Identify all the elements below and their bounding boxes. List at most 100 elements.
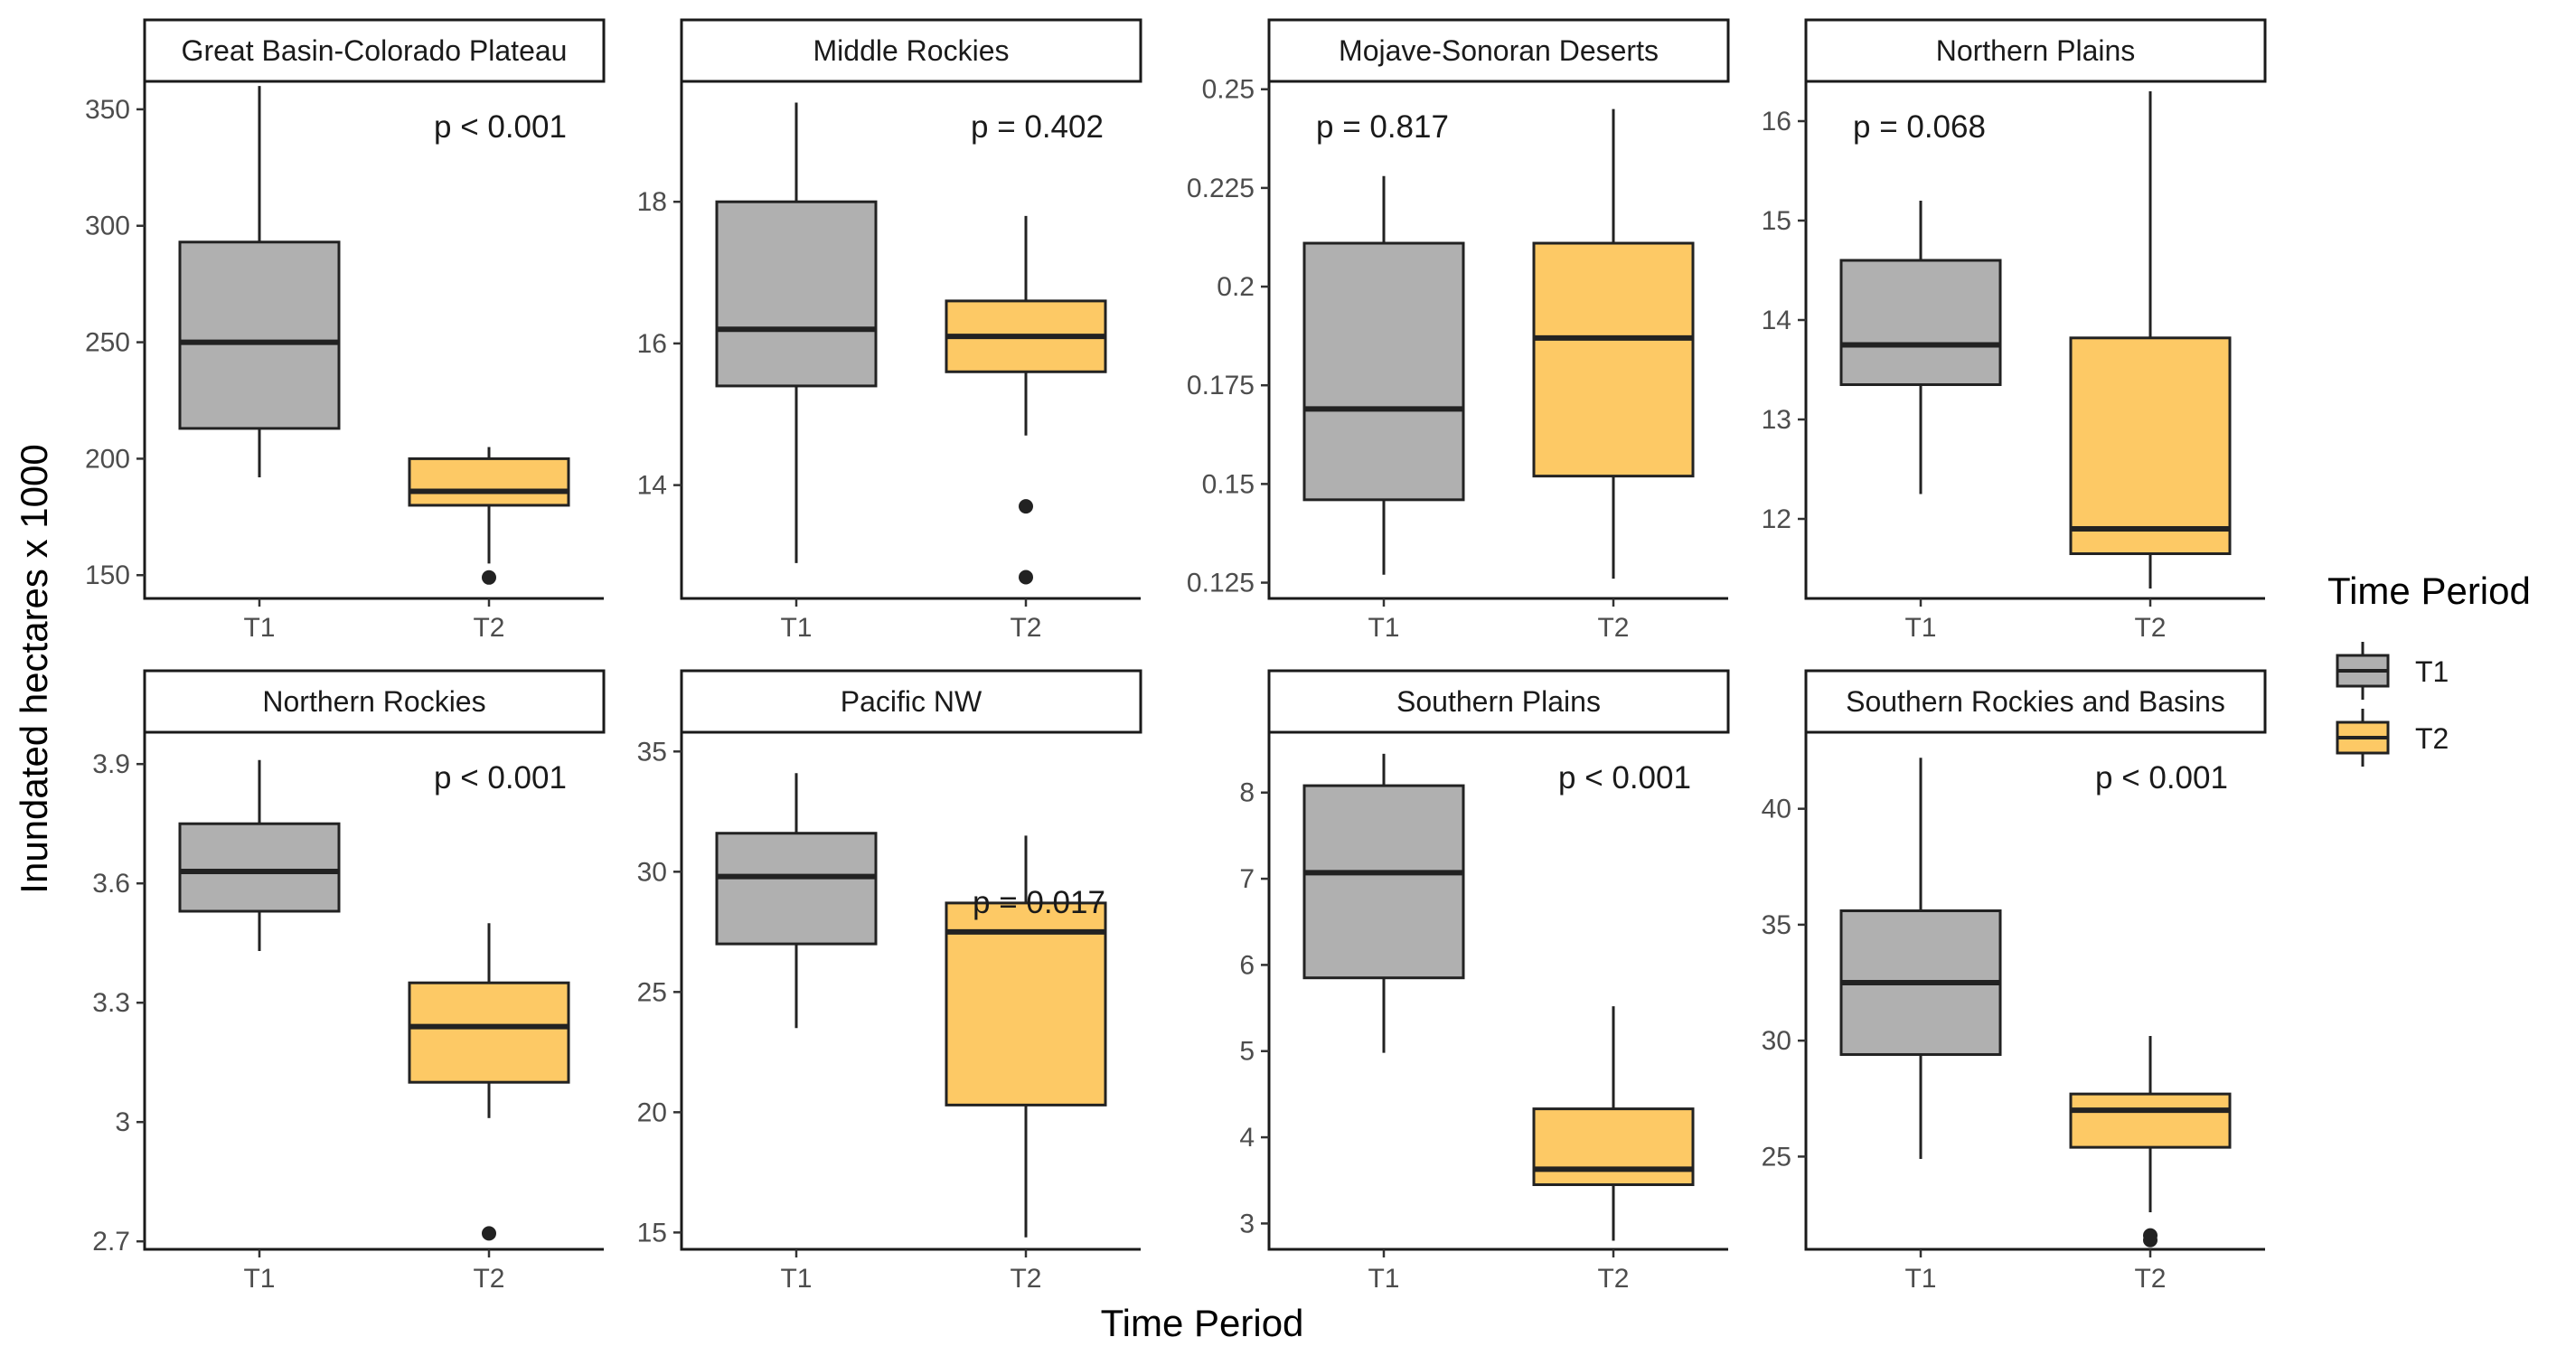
y-tick-label: 20 — [637, 1097, 667, 1127]
box-T1 — [178, 759, 341, 951]
y-tick-label: 0.15 — [1202, 469, 1255, 499]
x-tick-label: T2 — [1597, 1264, 1629, 1294]
panel-strip — [680, 669, 1142, 734]
box-T1 — [1302, 753, 1465, 1053]
x-axis-title: Time Period — [1101, 1302, 1304, 1344]
x-tick-label: T2 — [2134, 613, 2166, 643]
box-iqr — [2069, 1092, 2232, 1149]
box-T2 — [1532, 108, 1695, 579]
panel-strip — [1267, 18, 1730, 83]
outlier-point — [482, 1226, 496, 1241]
box-T2 — [1532, 1006, 1695, 1241]
box-iqr — [1532, 241, 1695, 478]
y-tick-label: 0.25 — [1202, 75, 1255, 105]
panel-title: Northern Plains — [1936, 34, 2136, 67]
box-iqr — [178, 822, 341, 913]
x-tick-label: T1 — [1904, 613, 1936, 643]
panel-strip — [680, 18, 1142, 83]
panel-title: Pacific NW — [841, 685, 982, 718]
panel-title: Southern Rockies and Basins — [1846, 685, 2225, 718]
panel-strip — [143, 18, 606, 83]
p-value-label: p < 0.001 — [1558, 760, 1691, 796]
y-tick-label: 16 — [1762, 107, 1791, 137]
y-tick-label: 3 — [1239, 1209, 1255, 1238]
legend-label: T1 — [2415, 655, 2449, 688]
box-iqr — [715, 200, 878, 388]
outlier-point — [2143, 1228, 2158, 1243]
box-iqr — [2069, 336, 2232, 555]
box-T1 — [1839, 758, 2002, 1159]
x-tick-label: T1 — [1368, 1264, 1399, 1294]
panel-0: Great Basin-Colorado Plateau 150 200 250 300… — [85, 18, 606, 643]
legend-items: T1 T2 — [2336, 642, 2449, 767]
box-iqr — [1532, 1107, 1695, 1187]
x-tick-label: T1 — [243, 1264, 275, 1294]
p-value-label: p < 0.001 — [2095, 760, 2228, 796]
legend-item-T1: T1 — [2336, 642, 2449, 700]
panel-6: Southern Plains 3 4 5 6 7 8 T1 T2 p < 0.001 — [1239, 669, 1730, 1294]
y-tick-label: 350 — [85, 95, 130, 125]
p-value-label: p < 0.001 — [434, 760, 567, 796]
panel-title: Southern Plains — [1396, 685, 1601, 718]
x-tick-label: T2 — [473, 613, 504, 643]
y-tick-label: 8 — [1239, 778, 1255, 808]
y-tick-label: 4 — [1239, 1123, 1255, 1153]
panel-2: Mojave-Sonoran Deserts 0.125 0.15 0.175 0.2 0… — [1187, 18, 1730, 643]
box-iqr — [715, 832, 878, 946]
outlier-point — [1019, 499, 1033, 514]
x-tick-label: T1 — [780, 1264, 812, 1294]
x-tick-label: T1 — [243, 613, 275, 643]
box-iqr — [1839, 259, 2002, 386]
outlier-point — [1019, 570, 1033, 585]
outlier-point — [482, 570, 496, 585]
x-tick-label: T1 — [1904, 1264, 1936, 1294]
box-T2 — [2069, 1036, 2232, 1248]
y-tick-label: 15 — [637, 1218, 667, 1248]
y-tick-label: 13 — [1762, 405, 1791, 435]
y-tick-label: 7 — [1239, 864, 1255, 894]
panel-5: Pacific NW 15 20 25 30 35 T1 T2 p = 0.017 — [637, 669, 1142, 1294]
y-tick-label: 16 — [637, 329, 667, 359]
y-tick-label: 12 — [1762, 504, 1791, 534]
x-tick-label: T2 — [2134, 1264, 2166, 1294]
box-iqr — [408, 981, 570, 1084]
y-tick-label: 0.225 — [1187, 174, 1255, 203]
y-tick-label: 40 — [1762, 795, 1791, 824]
y-tick-label: 14 — [1762, 306, 1791, 335]
y-tick-label: 15 — [1762, 206, 1791, 236]
box-T2 — [408, 923, 570, 1241]
box-iqr — [1302, 241, 1465, 502]
p-value-label: p = 0.017 — [973, 885, 1105, 920]
box-T2 — [945, 835, 1107, 1238]
y-axis-title: Inundated hectares x 1000 — [13, 444, 55, 893]
panel-title: Mojave-Sonoran Deserts — [1339, 34, 1659, 67]
p-value-label: p = 0.817 — [1316, 109, 1449, 145]
y-tick-label: 30 — [637, 857, 667, 887]
box-iqr — [1302, 784, 1465, 980]
box-T2 — [2069, 91, 2232, 589]
y-tick-label: 0.125 — [1187, 569, 1255, 598]
x-tick-label: T1 — [780, 613, 812, 643]
y-tick-label: 25 — [637, 977, 667, 1007]
panel-strip — [143, 669, 606, 734]
box-T1 — [1839, 201, 2002, 494]
y-tick-label: 3.6 — [92, 869, 130, 899]
y-tick-label: 250 — [85, 328, 130, 358]
panel-7: Southern Rockies and Basins 25 30 35 40 T1 T2 p… — [1762, 669, 2267, 1294]
y-tick-label: 3.3 — [92, 988, 130, 1018]
box-iqr — [178, 240, 341, 430]
legend-title: Time Period — [2327, 570, 2531, 612]
x-tick-label: T2 — [1597, 613, 1629, 643]
panel-strip — [1804, 669, 2267, 734]
y-tick-label: 0.2 — [1217, 272, 1255, 302]
legend-item-T2: T2 — [2336, 709, 2449, 767]
panel-4: Northern Rockies 2.7 3 3.3 3.6 3.9 T1 T2 p < 0.0… — [92, 669, 606, 1294]
y-tick-label: 2.7 — [92, 1227, 130, 1257]
y-tick-label: 200 — [85, 444, 130, 474]
box-iqr — [945, 901, 1107, 1106]
y-tick-label: 150 — [85, 560, 130, 590]
y-tick-label: 3.9 — [92, 749, 130, 779]
y-tick-label: 25 — [1762, 1142, 1791, 1172]
box-T1 — [715, 773, 878, 1029]
